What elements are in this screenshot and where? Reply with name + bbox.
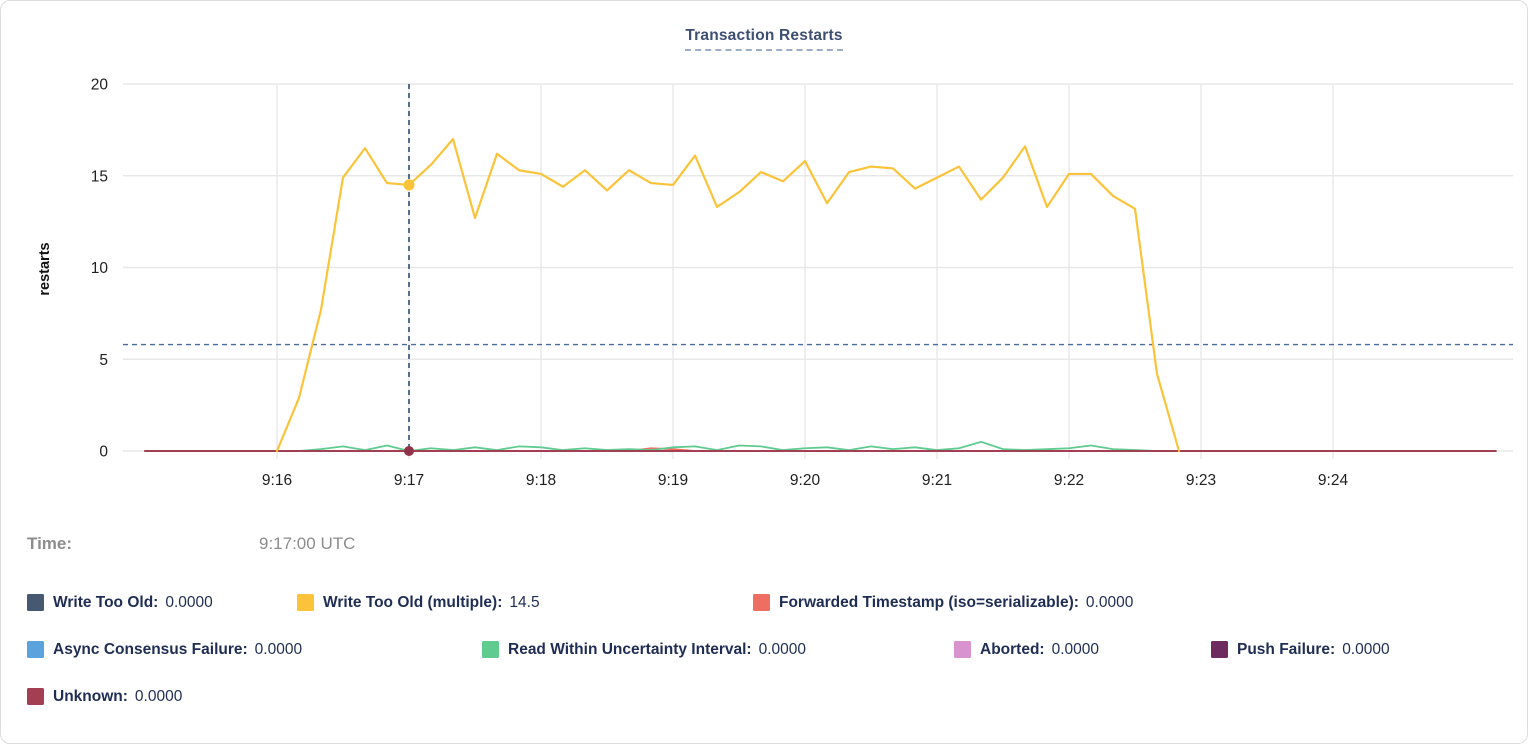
legend-label: Write Too Old (multiple): <box>323 593 503 611</box>
legend-label: Aborted: <box>980 640 1045 658</box>
legend-color-swatch <box>27 594 44 611</box>
legend-value: 0.0000 <box>165 593 213 611</box>
legend-value: 0.0000 <box>1085 593 1134 611</box>
x-tick-label: 9:24 <box>1318 472 1349 489</box>
legend-item-unknown: Unknown: 0.0000 <box>27 687 182 706</box>
x-tick-label: 9:18 <box>526 472 556 489</box>
y-tick-label: 10 <box>91 260 109 277</box>
legend-item-forwarded-timestamp-iso-serializable: Forwarded Timestamp (iso=serializable): 0… <box>753 593 1133 612</box>
legend-item-read-within-uncertainty-interval: Read Within Uncertainty Interval: 0.0000 <box>482 640 806 659</box>
x-tick-label: 9:22 <box>1054 472 1084 489</box>
legend-label: Read Within Uncertainty Interval: <box>508 640 752 658</box>
x-tick-label: 9:20 <box>790 472 821 489</box>
legend-value: 0.0000 <box>1051 640 1099 658</box>
x-tick-label: 9:19 <box>658 472 688 489</box>
x-tick-label: 9:21 <box>922 472 952 489</box>
legend-color-swatch <box>1211 641 1228 658</box>
legend-label: Unknown: <box>53 687 128 705</box>
hover-dot-write-too-old-multiple <box>403 179 415 191</box>
legend-label: Forwarded Timestamp (iso=serializable): <box>779 593 1079 611</box>
legend-item-aborted: Aborted: 0.0000 <box>954 640 1099 659</box>
legend-value: 14.5 <box>509 593 540 611</box>
chart-title[interactable]: Transaction Restarts <box>685 27 843 51</box>
legend-value: 0.0000 <box>254 640 303 658</box>
legend-item-write-too-old-multiple: Write Too Old (multiple): 14.5 <box>297 593 540 612</box>
x-tick-label: 9:23 <box>1186 472 1216 489</box>
hover-time-label: Time: <box>27 534 73 553</box>
x-tick-label: 9:17 <box>394 472 424 489</box>
legend-color-swatch <box>753 594 770 611</box>
y-tick-label: 5 <box>99 352 108 369</box>
x-tick-label: 9:16 <box>262 472 292 489</box>
legend-item-write-too-old: Write Too Old: 0.0000 <box>27 593 213 612</box>
y-axis-label: restarts <box>37 242 53 295</box>
hover-time-value: 9:17:00 UTC <box>259 534 356 553</box>
transaction-restarts-chart: 0 5 10 15 20 9:16 9:17 9:18 9:19 9:20 9:21 9:22 9:23… <box>37 77 1513 489</box>
legend-color-swatch <box>27 688 44 705</box>
legend-label: Async Consensus Failure: <box>53 640 248 658</box>
legend-color-swatch <box>954 641 971 658</box>
legend-label: Push Failure: <box>1237 640 1336 658</box>
y-tick-label: 20 <box>91 77 109 94</box>
legend-item-async-consensus-failure: Async Consensus Failure: 0.0000 <box>27 640 302 659</box>
legend-item-push-failure: Push Failure: 0.0000 <box>1211 640 1390 659</box>
chart-hover-area[interactable] <box>123 84 1513 451</box>
legend-color-swatch <box>482 641 499 658</box>
series-line-write-too-old-multiple <box>275 137 1181 453</box>
legend-label: Write Too Old: <box>53 593 159 611</box>
hover-dot-unknown <box>404 446 414 456</box>
y-tick-label: 0 <box>99 444 108 461</box>
legend-value: 0.0000 <box>134 687 183 705</box>
legend-color-swatch <box>297 594 314 611</box>
chart-title-row: Transaction Restarts <box>1 27 1527 51</box>
y-tick-label: 15 <box>91 168 108 185</box>
legend-value: 0.0000 <box>1342 640 1390 658</box>
legend-color-swatch <box>27 641 44 658</box>
legend-value: 0.0000 <box>758 640 807 658</box>
